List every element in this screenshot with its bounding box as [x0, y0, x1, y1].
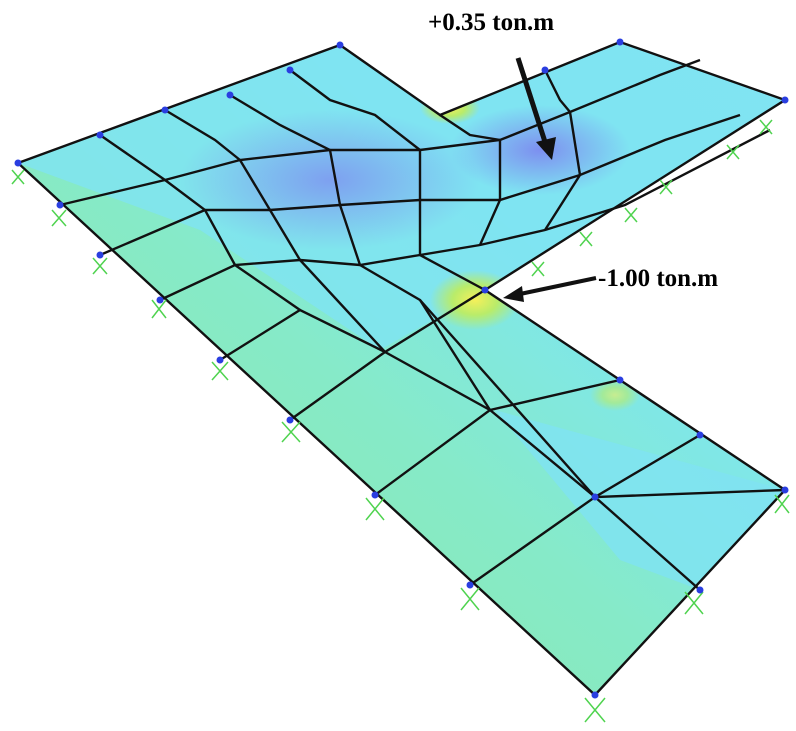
- page: +0.35 ton.m -1.00 ton.m: [0, 0, 796, 731]
- annotation-label: -1.00 ton.m: [598, 265, 718, 292]
- annotation-min: -1.00 ton.m: [503, 265, 718, 302]
- arrow: [520, 278, 596, 294]
- arrow-head: [503, 286, 524, 302]
- annotation-label: +0.35 ton.m: [428, 9, 554, 36]
- slab: [18, 42, 785, 695]
